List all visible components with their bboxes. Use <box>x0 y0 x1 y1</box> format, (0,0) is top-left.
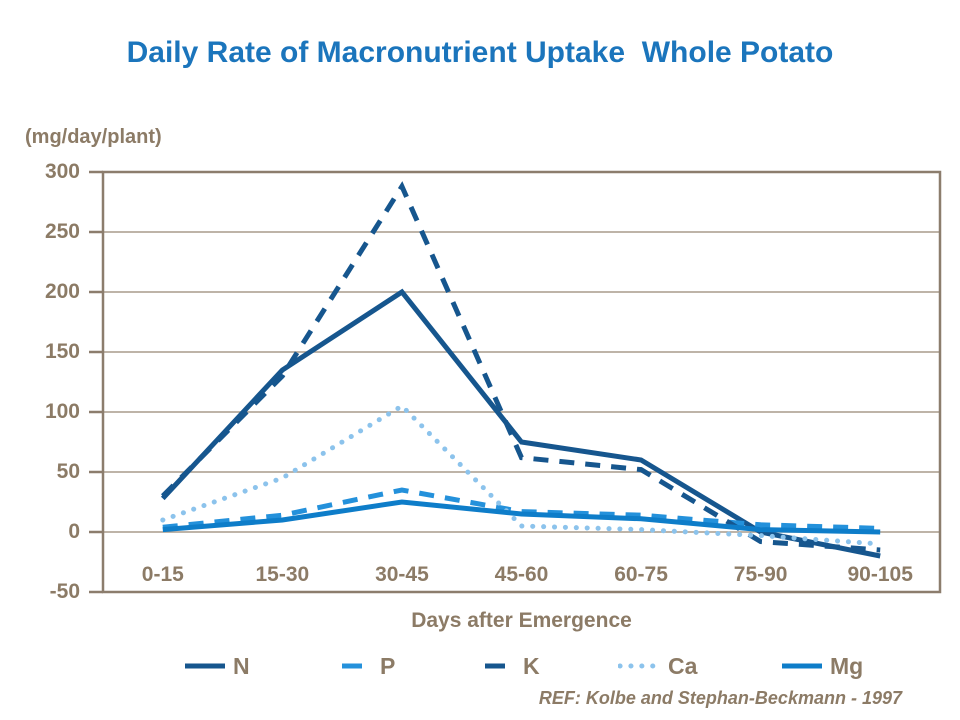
x-category-label-45-60: 45-60 <box>494 563 549 586</box>
reference-citation: REF: Kolbe and Stephan-Beckmann - 1997 <box>538 688 902 708</box>
series-line-P <box>162 487 881 531</box>
y-tick-label-100: 100 <box>44 400 80 423</box>
series-line-Ca <box>160 402 883 547</box>
legend-swatch-Ca <box>618 663 663 669</box>
x-category-label-90-105: 90-105 <box>847 563 913 586</box>
y-tick-label-150: 150 <box>44 340 80 363</box>
legend-label-N: N <box>233 652 250 679</box>
y-axis-unit-label: (mg/day/plant) <box>25 126 162 148</box>
x-category-label-15-30: 15-30 <box>255 563 310 586</box>
legend-item-K: K <box>473 650 540 682</box>
legend-label-Ca: Ca <box>668 652 698 679</box>
legend-swatch-P <box>342 663 362 669</box>
x-category-label-30-45: 30-45 <box>375 563 429 586</box>
legend-swatch-Mg <box>782 663 822 669</box>
y-tick-label--50: -50 <box>49 580 80 603</box>
chart-legend: N P K Ca Mg <box>0 650 960 682</box>
legend-item-P: P <box>330 650 395 682</box>
series-line-Mg <box>162 499 881 535</box>
legend-label-K: K <box>523 652 540 679</box>
x-category-label-0-15: 0-15 <box>141 563 184 586</box>
y-tick-label-0: 0 <box>68 520 80 543</box>
y-tick-label-250: 250 <box>44 220 80 243</box>
legend-label-P: P <box>380 652 396 679</box>
chart-title: Daily Rate of Macronutrient Uptake Whole… <box>126 36 834 69</box>
y-tick-label-200: 200 <box>44 280 80 303</box>
legend-label-Mg: Mg <box>830 652 864 679</box>
y-tick-label-300: 300 <box>44 160 80 183</box>
legend-item-Mg: Mg <box>780 650 863 682</box>
x-category-label-75-90: 75-90 <box>733 563 788 586</box>
legend-swatch-K <box>485 663 505 669</box>
legend-item-N: N <box>183 650 250 682</box>
y-tick-label-50: 50 <box>56 460 80 483</box>
plot-border <box>101 170 942 594</box>
legend-item-Ca: Ca <box>618 650 697 682</box>
series-line-K <box>161 181 881 553</box>
legend-swatch-N <box>185 663 225 669</box>
x-axis-title: Days after Emergence <box>411 609 632 632</box>
x-category-label-60-75: 60-75 <box>614 563 668 586</box>
